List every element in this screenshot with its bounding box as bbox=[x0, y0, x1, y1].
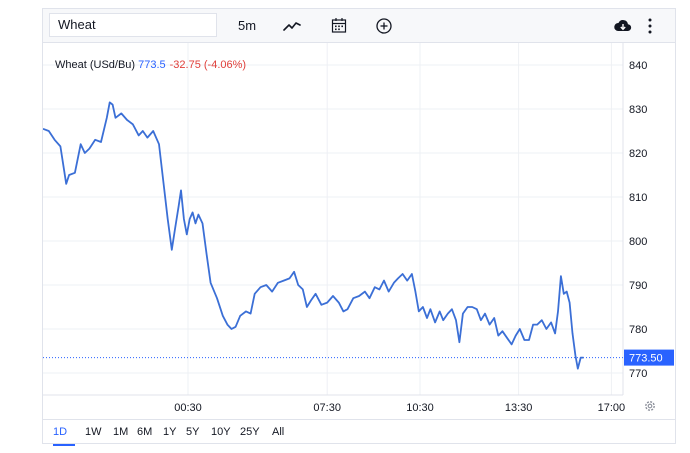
x-tick-label: 17:00 bbox=[598, 402, 626, 414]
range-bar: 1D 1W 1M 6M 1Y 5Y 10Y 25Y All bbox=[43, 419, 675, 446]
range-1m[interactable]: 1M bbox=[113, 426, 129, 438]
last-price-badge bbox=[624, 349, 674, 366]
series-line bbox=[43, 101, 584, 370]
range-1w[interactable]: 1W bbox=[85, 426, 102, 438]
range-1d[interactable]: 1D bbox=[53, 426, 68, 438]
x-tick-label: 07:30 bbox=[313, 402, 341, 414]
y-tick-label: 810 bbox=[629, 192, 647, 204]
range-10y[interactable]: 10Y bbox=[211, 426, 231, 438]
range-1y[interactable]: 1Y bbox=[163, 426, 177, 438]
y-tick-label: 830 bbox=[629, 104, 647, 116]
y-tick-label: 820 bbox=[629, 148, 647, 160]
last-price-label: 773.50 bbox=[629, 353, 663, 365]
settings-gear-icon[interactable] bbox=[643, 399, 657, 418]
active-range-underline bbox=[53, 444, 75, 446]
legend-price: 773.5 bbox=[138, 59, 166, 71]
more-vertical-icon[interactable] bbox=[647, 15, 661, 37]
range-all[interactable]: All bbox=[272, 426, 285, 438]
interval-button[interactable]: 5m bbox=[237, 18, 257, 33]
price-chart[interactable]: 770 780 790 800 810 820 830 840 00:30 07:30 10:30 1… bbox=[43, 9, 677, 419]
toolbar: Wheat 5m bbox=[43, 9, 675, 43]
cloud-download-icon[interactable] bbox=[613, 15, 635, 37]
line-chart-icon[interactable] bbox=[283, 15, 305, 37]
chart-legend: Wheat (USd/Bu) 773.5 -32.75 (-4.06%) bbox=[55, 59, 246, 71]
legend-change: -32.75 (-4.06%) bbox=[169, 59, 247, 71]
symbol-search-input[interactable]: Wheat bbox=[49, 13, 217, 37]
chart-widget: Wheat 5m bbox=[42, 8, 677, 446]
add-indicator-icon[interactable] bbox=[375, 15, 395, 37]
legend-name: Wheat (USd/Bu) bbox=[55, 59, 136, 71]
x-tick-label: 13:30 bbox=[505, 402, 533, 414]
y-tick-label: 780 bbox=[629, 324, 647, 336]
y-tick-label: 840 bbox=[629, 60, 647, 72]
y-tick-label: 770 bbox=[629, 368, 647, 380]
x-tick-label: 10:30 bbox=[406, 402, 434, 414]
y-tick-label: 800 bbox=[629, 236, 647, 248]
range-25y[interactable]: 25Y bbox=[240, 426, 260, 438]
x-tick-label: 00:30 bbox=[174, 402, 202, 414]
calendar-icon[interactable] bbox=[331, 15, 351, 37]
y-tick-label: 790 bbox=[629, 280, 647, 292]
range-5y[interactable]: 5Y bbox=[186, 426, 200, 438]
range-6m[interactable]: 6M bbox=[137, 426, 153, 438]
